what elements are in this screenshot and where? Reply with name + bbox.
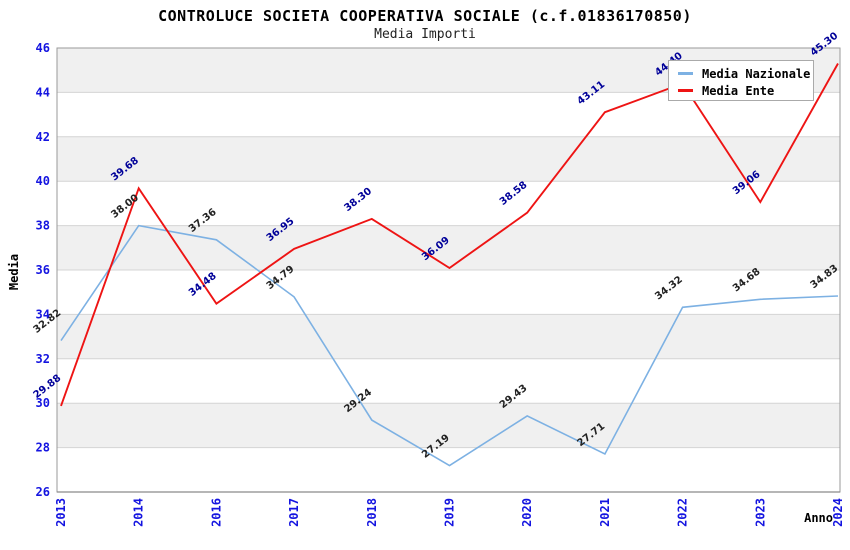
line-swatch-icon bbox=[678, 72, 693, 75]
legend-item-media-ente[interactable]: Media Ente bbox=[678, 82, 813, 99]
plot-band bbox=[57, 447, 840, 492]
plot-band bbox=[57, 270, 840, 315]
y-axis-title: Media bbox=[7, 253, 21, 291]
y-tick-label: 42 bbox=[36, 130, 50, 144]
plot-band bbox=[57, 358, 840, 404]
y-tick-label: 34 bbox=[36, 307, 50, 321]
x-tick-label: 2013 bbox=[54, 498, 68, 527]
x-axis-title: Anno bbox=[804, 511, 833, 525]
x-tick-label: 2023 bbox=[753, 498, 767, 527]
x-tick-label: 2017 bbox=[287, 498, 301, 527]
x-tick-label: 2014 bbox=[132, 498, 146, 527]
x-tick-label: 2016 bbox=[209, 498, 223, 527]
x-tick-label: 2019 bbox=[443, 498, 457, 527]
line-swatch-icon bbox=[678, 89, 693, 92]
y-tick-label: 44 bbox=[36, 85, 50, 99]
plot-band bbox=[57, 136, 840, 182]
plot-band bbox=[57, 403, 840, 448]
x-tick-label: 2020 bbox=[520, 498, 534, 527]
x-tick-label: 2021 bbox=[598, 498, 612, 527]
x-tick-label: 2024 bbox=[831, 498, 845, 527]
legend-label: Media Nazionale bbox=[702, 66, 811, 81]
plot-band bbox=[57, 314, 840, 359]
y-tick-label: 30 bbox=[36, 396, 50, 410]
series-line-media-ente bbox=[60, 63, 839, 407]
legend-item-media-nazionale[interactable]: Media Nazionale bbox=[678, 65, 813, 82]
plot-band bbox=[57, 225, 840, 270]
y-tick-label: 26 bbox=[36, 485, 50, 499]
y-tick-label: 36 bbox=[36, 263, 50, 277]
y-tick-label: 46 bbox=[36, 41, 50, 55]
y-tick-label: 38 bbox=[36, 219, 50, 233]
y-tick-label: 40 bbox=[36, 174, 50, 188]
chart-subtitle: Media Importi bbox=[374, 27, 476, 42]
x-tick-label: 2022 bbox=[676, 498, 690, 527]
legend: Media Nazionale Media Ente bbox=[668, 60, 814, 101]
plot-band bbox=[57, 181, 840, 226]
y-tick-label: 28 bbox=[36, 441, 50, 455]
y-tick-label: 32 bbox=[36, 352, 50, 366]
legend-label: Media Ente bbox=[702, 83, 775, 98]
x-tick-label: 2018 bbox=[365, 498, 379, 527]
series-line-media-nazionale bbox=[60, 224, 839, 467]
chart-title: CONTROLUCE SOCIETA COOPERATIVA SOCIALE (… bbox=[158, 7, 692, 25]
